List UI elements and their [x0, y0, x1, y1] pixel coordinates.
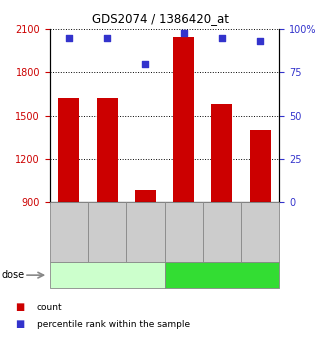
Text: GSM41993: GSM41993 [217, 211, 226, 253]
Text: GDS2074 / 1386420_at: GDS2074 / 1386420_at [92, 12, 229, 25]
Text: dose: dose [2, 270, 25, 280]
Bar [250, 130, 271, 202]
Point [257, 39, 263, 44]
Bar [173, 37, 194, 202]
Text: percentile rank within the sample: percentile rank within the sample [37, 320, 190, 329]
Text: count: count [37, 303, 63, 312]
Point [143, 61, 148, 67]
Point [181, 30, 186, 36]
Text: ■: ■ [15, 302, 24, 312]
Text: GSM41989: GSM41989 [65, 211, 74, 253]
Point [105, 35, 110, 41]
Point [66, 35, 72, 41]
Text: GSM41990: GSM41990 [103, 211, 112, 253]
Bar [211, 104, 232, 202]
Text: GSM41991: GSM41991 [141, 211, 150, 253]
Point [219, 35, 224, 41]
Bar [135, 190, 156, 202]
Text: GSM41994: GSM41994 [256, 211, 265, 253]
Text: GSM41992: GSM41992 [179, 211, 188, 253]
Text: high iron: high iron [86, 270, 129, 280]
Bar [58, 98, 79, 202]
Text: low iron: low iron [203, 270, 241, 280]
Text: ■: ■ [15, 319, 24, 329]
Bar [97, 98, 118, 202]
